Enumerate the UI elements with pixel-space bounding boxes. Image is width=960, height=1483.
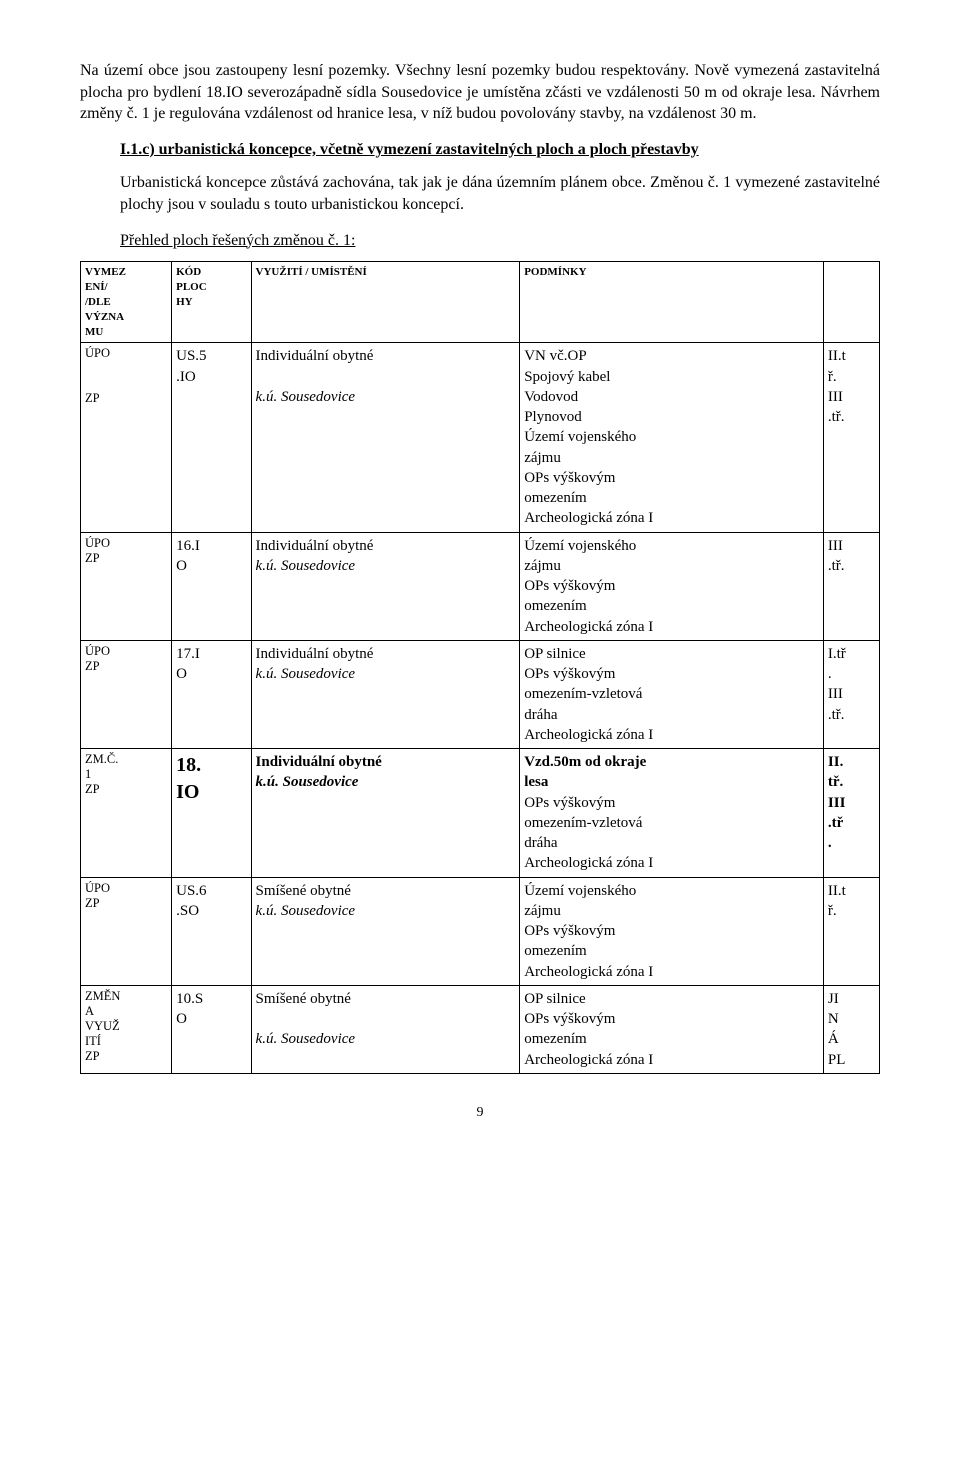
cell-kod: US.5 .IO <box>172 343 251 532</box>
cell-cond: Území vojenského zájmu OPs výškovým omez… <box>520 532 824 640</box>
use-main: Smíšené obytné <box>256 989 516 1009</box>
cell-last: II.tř.III.tř. <box>823 749 879 878</box>
use-sub: k.ú. Sousedovice <box>256 664 516 684</box>
use-sub: k.ú. Sousedovice <box>256 772 516 792</box>
cell-kod: 16.I O <box>172 532 251 640</box>
table-header-row: VYMEZ ENÍ/ /DLE VÝZNA MU KÓD PLOC HY VYU… <box>81 262 880 343</box>
cell-use: Individuální obytnék.ú. Sousedovice <box>251 532 520 640</box>
cell-cond: Území vojenského zájmu OPs výškovým omez… <box>520 877 824 985</box>
cell-cond: OP silnice OPs výškovým omezením Archeol… <box>520 985 824 1073</box>
table-row: ÚPO ZPUS.6 .SOSmíšené obytnék.ú. Sousedo… <box>81 877 880 985</box>
th-use: VYUŽITÍ / UMÍSTĚNÍ <box>251 262 520 343</box>
use-main: Individuální obytné <box>256 752 516 772</box>
cell-kod: US.6 .SO <box>172 877 251 985</box>
use-main: Individuální obytné <box>256 346 516 366</box>
cell-cond: OP silnice OPs výškovým omezením-vzletov… <box>520 640 824 748</box>
cell-last: JI N Á PL <box>823 985 879 1073</box>
use-sub: k.ú. Sousedovice <box>256 901 516 921</box>
use-sub: k.ú. Sousedovice <box>256 387 516 407</box>
th-last <box>823 262 879 343</box>
cell-use: Individuální obytnék.ú. Sousedovice <box>251 640 520 748</box>
cell-vymez: ZM.Č. 1 ZP <box>81 749 172 878</box>
use-main: Individuální obytné <box>256 644 516 664</box>
cell-use: Individuální obytné k.ú. Sousedovice <box>251 343 520 532</box>
cell-vymez: ZMĚN A VYUŽ ITÍ ZP <box>81 985 172 1073</box>
cell-vymez: ÚPO ZP <box>81 877 172 985</box>
use-sub: k.ú. Sousedovice <box>256 556 516 576</box>
table-row: ÚPO ZP17.I OIndividuální obytnék.ú. Sous… <box>81 640 880 748</box>
cell-vymez: ÚPO ZP <box>81 640 172 748</box>
intro-paragraph: Na území obce jsou zastoupeny lesní poze… <box>80 60 880 125</box>
cell-last: III .tř. <box>823 532 879 640</box>
use-sub: k.ú. Sousedovice <box>256 1029 516 1049</box>
plochy-table: VYMEZ ENÍ/ /DLE VÝZNA MU KÓD PLOC HY VYU… <box>80 261 880 1074</box>
cell-vymez: ÚPO ZP <box>81 532 172 640</box>
table-row: ZM.Č. 1 ZP18. IOIndividuální obytnék.ú. … <box>81 749 880 878</box>
cell-kod: 17.I O <box>172 640 251 748</box>
cell-use: Smíšené obytné k.ú. Sousedovice <box>251 985 520 1073</box>
cell-cond: VN vč.OP Spojový kabel Vodovod Plynovod … <box>520 343 824 532</box>
th-cond: PODMÍNKY <box>520 262 824 343</box>
page-number: 9 <box>80 1104 880 1123</box>
th-vymez: VYMEZ ENÍ/ /DLE VÝZNA MU <box>81 262 172 343</box>
table-row: ÚPO ZPUS.5 .IOIndividuální obytné k.ú. S… <box>81 343 880 532</box>
cell-last: II.t ř. III .tř. <box>823 343 879 532</box>
use-main: Individuální obytné <box>256 536 516 556</box>
use-main: Smíšené obytné <box>256 881 516 901</box>
cell-kod: 18. IO <box>172 749 251 878</box>
cell-vymez: ÚPO ZP <box>81 343 172 532</box>
cell-last: I.tř . III .tř. <box>823 640 879 748</box>
table-caption: Přehled ploch řešených změnou č. 1: <box>120 230 880 252</box>
cell-cond: Vzd.50m od okrajelesaOPs výškovýmomezení… <box>520 749 824 878</box>
table-body: ÚPO ZPUS.5 .IOIndividuální obytné k.ú. S… <box>81 343 880 1074</box>
section-paragraph: Urbanistická koncepce zůstává zachována,… <box>120 172 880 215</box>
table-row: ZMĚN A VYUŽ ITÍ ZP10.S OSmíšené obytné k… <box>81 985 880 1073</box>
table-row: ÚPO ZP16.I OIndividuální obytnék.ú. Sous… <box>81 532 880 640</box>
cell-kod: 10.S O <box>172 985 251 1073</box>
cell-use: Smíšené obytnék.ú. Sousedovice <box>251 877 520 985</box>
section-heading: I.1.c) urbanistická koncepce, včetně vym… <box>120 139 880 161</box>
cell-last: II.t ř. <box>823 877 879 985</box>
cell-use: Individuální obytnék.ú. Sousedovice <box>251 749 520 878</box>
th-kod: KÓD PLOC HY <box>172 262 251 343</box>
